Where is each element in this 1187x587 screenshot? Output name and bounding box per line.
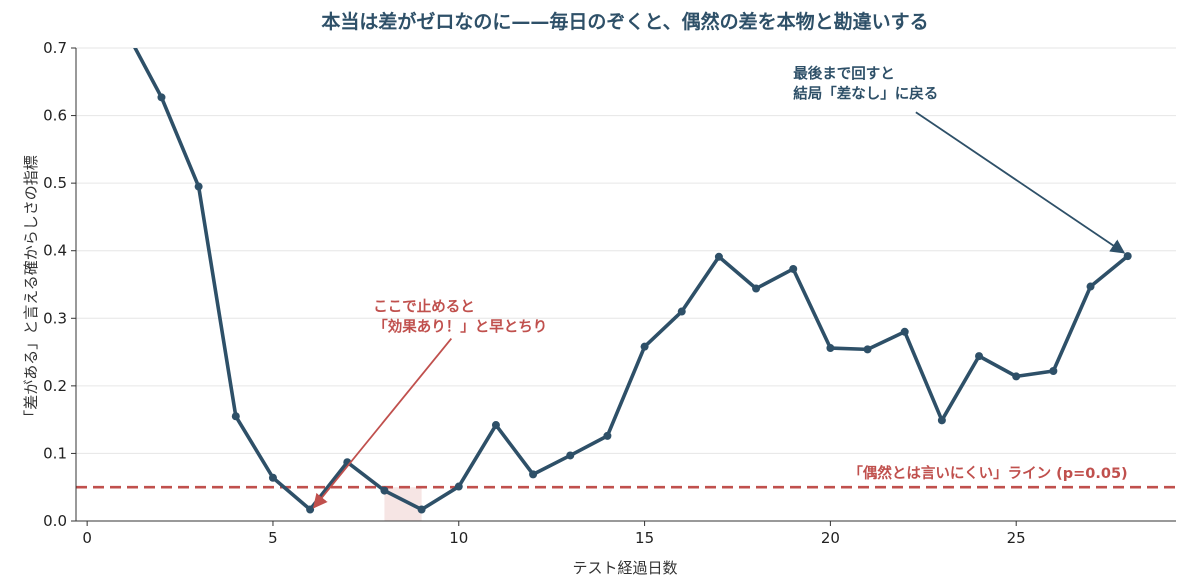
early-stop-arrow	[312, 337, 453, 509]
full-run-text: 最後まで回すと	[793, 64, 895, 82]
data-point	[1012, 372, 1021, 381]
x-tick-label: 25	[1007, 529, 1026, 547]
data-point	[1049, 366, 1058, 375]
y-tick-label: 0.0	[43, 512, 67, 530]
x-tick-label: 5	[268, 529, 278, 547]
y-tick-label: 0.3	[43, 309, 67, 327]
full-run-arrow	[915, 111, 1126, 254]
data-point	[937, 416, 946, 425]
tick-labels: 0 5 10 15 20 25 0.0 0.1 0.2 0.3 0.4 0.5 0.6 0.7	[43, 39, 1026, 547]
threshold-label: 「偶然とは言いにくい」ライン (p=0.05)	[848, 464, 1127, 482]
x-tick-label: 20	[821, 529, 840, 547]
data-point	[789, 264, 798, 273]
y-tick-label: 0.7	[43, 39, 67, 57]
x-tick-label: 15	[635, 529, 654, 547]
data-point	[863, 345, 872, 354]
data-point	[306, 505, 315, 514]
data-point	[566, 451, 575, 460]
data-point	[491, 421, 500, 430]
data-point	[900, 327, 909, 336]
data-point	[1086, 282, 1095, 291]
y-axis-label: 「差がある」と言える確からしさの指標	[22, 155, 40, 425]
data-point	[529, 470, 538, 479]
data-point	[157, 93, 166, 102]
data-point	[380, 486, 389, 495]
series-path	[133, 48, 1130, 512]
data-point	[268, 473, 277, 482]
full-run-text: 結局「差なし」に戻る	[793, 84, 938, 102]
data-point	[603, 431, 612, 440]
data-point	[417, 505, 426, 514]
data-point	[454, 482, 463, 491]
early-stop-text: ここで止めると	[373, 298, 475, 316]
data-point	[1123, 252, 1132, 261]
gridlines	[76, 47, 1176, 522]
y-tick-label: 0.2	[43, 377, 67, 395]
series-line	[120, 24, 1132, 514]
early-stop-text: 「効果あり！」と早とちり	[373, 318, 547, 336]
data-point	[677, 307, 686, 316]
y-tick-label: 0.4	[43, 242, 67, 260]
x-tick-label: 10	[449, 529, 468, 547]
y-tick-label: 0.6	[43, 107, 67, 125]
data-point	[231, 412, 240, 421]
x-tick-label: 0	[82, 529, 92, 547]
y-tick-label: 0.1	[43, 444, 67, 462]
x-axis-label: テスト経過日数	[572, 559, 677, 577]
data-point	[640, 342, 649, 351]
data-point	[826, 344, 835, 353]
axes	[75, 48, 1176, 522]
data-point	[194, 182, 203, 191]
y-tick-label: 0.5	[43, 174, 67, 192]
data-point	[714, 252, 723, 261]
data-point	[752, 284, 761, 293]
data-point	[975, 352, 984, 361]
data-point	[120, 24, 128, 32]
chart-title: 本当は差がゼロなのに——毎日のぞくと、偶然の差を本物と勘違いする	[321, 10, 928, 33]
